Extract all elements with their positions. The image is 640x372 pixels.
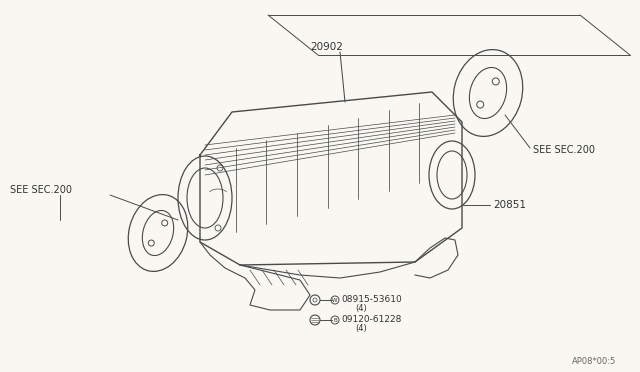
Text: 20902: 20902 <box>310 42 343 52</box>
Text: AP08*00:5: AP08*00:5 <box>572 357 616 366</box>
Text: 09120-61228: 09120-61228 <box>341 315 401 324</box>
Text: (4): (4) <box>355 304 367 312</box>
Text: B: B <box>333 317 337 323</box>
Text: SEE SEC.200: SEE SEC.200 <box>533 145 595 155</box>
Text: W: W <box>332 298 338 302</box>
Text: 08915-53610: 08915-53610 <box>341 295 402 305</box>
Text: 20851: 20851 <box>493 200 526 210</box>
Text: (4): (4) <box>355 324 367 333</box>
Text: SEE SEC.200: SEE SEC.200 <box>10 185 72 195</box>
